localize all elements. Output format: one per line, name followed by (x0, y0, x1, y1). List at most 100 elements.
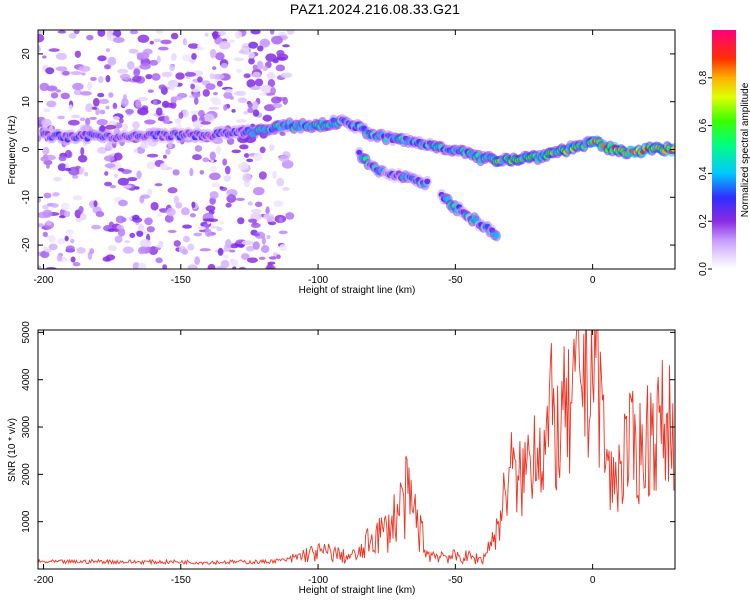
noise-speckle (121, 97, 129, 107)
noise-speckle (145, 73, 153, 80)
noise-speckle (127, 216, 133, 221)
noise-speckle (252, 64, 258, 71)
snr-y-tick-label: 5000 (21, 321, 32, 344)
noise-speckle (91, 106, 98, 110)
noise-speckle (136, 170, 142, 180)
noise-speckle (124, 240, 131, 244)
colorbar-gradient (712, 30, 736, 269)
noise-speckle (68, 104, 73, 111)
noise-speckle (189, 213, 196, 218)
snr-panel: -200 -150 -100 -50 0 1000 2000 3000 4000 5000 He… (7, 321, 676, 596)
noise-speckle (182, 224, 192, 229)
noise-speckle (155, 257, 163, 264)
spectrogram-image (38, 30, 675, 269)
noise-speckle (209, 172, 221, 181)
noise-speckle (90, 76, 97, 81)
noise-speckle (209, 151, 216, 161)
noise-speckle (197, 76, 203, 83)
noise-speckle (178, 112, 184, 119)
noise-speckle (79, 117, 86, 122)
noise-speckle (109, 184, 117, 189)
noise-speckle (231, 109, 236, 113)
noise-speckle (139, 63, 151, 70)
noise-speckle (245, 174, 251, 178)
noise-speckle (58, 215, 66, 219)
snr-y-tick-label: 2000 (21, 463, 32, 486)
noise-speckle (258, 171, 267, 180)
noise-speckle (278, 216, 283, 224)
noise-speckle (268, 144, 275, 151)
noise-speckle (53, 176, 62, 182)
noise-speckle (147, 188, 153, 197)
noise-speckle (38, 33, 45, 43)
noise-speckle (182, 37, 188, 46)
noise-speckle (72, 261, 81, 267)
noise-speckle (112, 102, 118, 110)
noise-speckle (243, 110, 249, 115)
noise-speckle (103, 155, 115, 162)
noise-speckle (252, 241, 260, 250)
noise-speckle (275, 56, 286, 61)
spectrogram-x-tick-label: -50 (448, 275, 463, 286)
noise-speckle (238, 50, 245, 54)
noise-speckle (57, 163, 68, 172)
noise-speckle (250, 86, 261, 91)
noise-speckle (192, 120, 204, 128)
noise-speckle (73, 89, 82, 96)
noise-speckle (181, 54, 192, 62)
spectrogram-x-axis-label: Height of straight line (km) (299, 285, 416, 296)
noise-speckle (238, 266, 247, 269)
noise-speckle (237, 217, 245, 225)
noise-speckle (89, 248, 95, 255)
noise-speckle (95, 210, 105, 218)
noise-speckle (248, 51, 255, 59)
noise-speckle (105, 105, 110, 110)
noise-speckle (122, 123, 128, 131)
noise-speckle (212, 73, 225, 80)
noise-speckle (157, 213, 162, 217)
noise-speckle (46, 220, 52, 226)
noise-speckle (43, 192, 52, 199)
noise-speckle (209, 48, 217, 58)
noise-speckle (126, 61, 135, 70)
noise-speckle (45, 163, 50, 169)
noise-speckle (70, 238, 75, 244)
noise-speckle (155, 107, 163, 116)
noise-speckle (65, 245, 75, 252)
noise-speckle (202, 218, 215, 222)
noise-speckle (276, 254, 281, 260)
noise-speckle (223, 175, 232, 182)
noise-speckle (222, 158, 228, 166)
noise-speckle (138, 262, 147, 269)
noise-speckle (266, 216, 276, 223)
noise-speckle (97, 55, 107, 62)
noise-speckle (219, 221, 225, 225)
noise-speckle (191, 52, 197, 60)
noise-speckle (215, 145, 221, 155)
noise-speckle (173, 240, 181, 247)
noise-speckle (117, 177, 129, 186)
noise-speckle (222, 254, 230, 259)
spectrogram-x-tick-label: -100 (308, 275, 328, 286)
spectrogram-x-tick-label: -200 (33, 275, 53, 286)
noise-speckle (250, 222, 261, 229)
noise-speckle (237, 119, 246, 123)
noise-speckle (248, 57, 255, 65)
noise-speckle (165, 148, 171, 155)
noise-speckle (84, 171, 89, 177)
noise-speckle (104, 163, 116, 168)
noise-speckle (112, 37, 125, 43)
noise-speckle (52, 192, 60, 197)
colorbar: 0.0 0.2 0.4 0.6 0.8 Normalized spectral ampl… (698, 30, 750, 276)
noise-speckle (117, 167, 125, 172)
noise-speckle (285, 212, 295, 220)
noise-speckle (164, 102, 175, 108)
noise-speckle (184, 72, 197, 77)
noise-speckle (45, 266, 57, 269)
noise-speckle (244, 180, 250, 188)
noise-speckle (105, 124, 116, 130)
noise-speckle (40, 156, 49, 162)
noise-speckle (55, 89, 62, 93)
